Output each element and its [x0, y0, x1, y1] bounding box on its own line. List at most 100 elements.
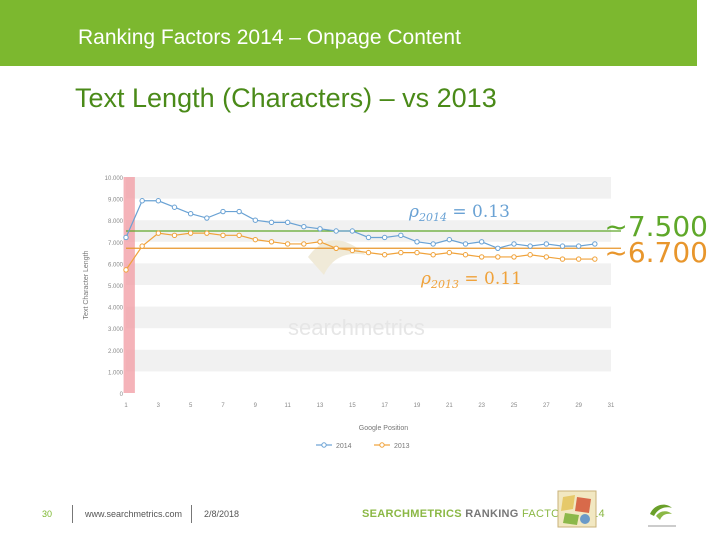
data-point-2013	[414, 249, 420, 256]
data-point-2014	[155, 198, 162, 204]
slide-subtitle: Text Length (Characters) – vs 2013	[75, 83, 497, 113]
data-point-2014	[495, 245, 501, 251]
grid-band	[126, 263, 611, 285]
footer-url: www.searchmetrics.com	[85, 509, 183, 519]
data-point-2013	[204, 230, 210, 236]
data-point-2013	[543, 254, 550, 260]
data-point-2014	[333, 228, 339, 234]
top-position-highlight	[123, 177, 135, 393]
x-tick-label: 31	[608, 403, 615, 409]
y-tick-label: 5.000	[108, 284, 124, 290]
data-point-2014	[478, 239, 485, 245]
text-length-chart: searchmetrics 0 1.000 2.000 3.000 4.000 5.000 6…	[83, 176, 621, 450]
data-point-2013	[301, 241, 307, 247]
x-tick-label: 13	[317, 403, 324, 409]
data-point-2014	[349, 228, 356, 234]
data-point-2014	[123, 234, 129, 241]
data-point-2013	[155, 230, 162, 236]
annotation-avg-2014: ~7.500	[604, 210, 708, 243]
data-point-2014	[511, 241, 517, 247]
data-point-2013	[123, 267, 129, 273]
x-tick-label: 1	[124, 403, 128, 409]
legend-marker	[321, 442, 327, 448]
data-point-2013	[381, 252, 388, 258]
x-tick-label: 5	[189, 403, 193, 409]
y-tick-label: 0	[120, 392, 124, 398]
data-point-2013	[139, 243, 145, 249]
watermark: searchmetrics	[288, 315, 425, 340]
data-point-2014	[220, 208, 226, 215]
x-tick-label: 17	[381, 403, 388, 409]
data-point-2013	[478, 254, 485, 260]
data-point-2013	[220, 232, 226, 239]
data-point-2014	[559, 243, 566, 249]
x-tick-label: 15	[349, 403, 356, 409]
data-point-2014	[575, 243, 582, 249]
data-point-2014	[527, 243, 533, 249]
data-point-2014	[592, 241, 598, 247]
data-point-2014	[284, 219, 291, 226]
data-point-2014	[462, 241, 469, 247]
data-point-2013	[317, 239, 323, 245]
brand-part: RANKING	[461, 508, 519, 520]
data-point-2014	[204, 215, 210, 221]
slide-title: Ranking Factors 2014 – Onpage Content	[78, 26, 461, 49]
data-point-2014	[139, 198, 145, 204]
y-tick-label: 8.000	[108, 219, 124, 225]
data-point-2013	[268, 239, 275, 245]
data-point-2014	[414, 239, 420, 245]
grid-band	[126, 177, 611, 199]
x-tick-label: 7	[221, 403, 225, 409]
title-bar-fold	[697, 0, 720, 28]
correlation-label: ρ2013 = 0.11	[420, 269, 522, 291]
y-axis-label: Text Character Length	[83, 250, 90, 319]
legend-label: 2013	[394, 443, 410, 450]
data-point-2013	[575, 256, 582, 262]
data-point-2013	[171, 232, 178, 239]
data-point-2014	[543, 241, 550, 247]
data-point-2014	[236, 208, 242, 215]
data-point-2014	[317, 226, 323, 232]
x-tick-label: 3	[157, 403, 161, 409]
data-point-2014	[430, 241, 436, 247]
data-point-2013	[284, 241, 291, 247]
data-point-2013	[187, 230, 194, 236]
grid-band	[126, 349, 611, 372]
x-axis-label: Google Position	[359, 425, 409, 432]
footer-date: 2/8/2018	[204, 509, 240, 519]
data-point-2014	[171, 204, 178, 210]
data-point-2013	[462, 252, 469, 258]
x-tick-label: 23	[478, 403, 485, 409]
y-tick-label: 4.000	[108, 306, 124, 312]
y-tick-label: 6.000	[108, 262, 124, 268]
data-point-2014	[301, 223, 307, 230]
data-point-2013	[398, 249, 404, 256]
brand-part: SEARCHMETRICS	[362, 508, 462, 520]
data-point-2014	[365, 234, 372, 241]
y-tick-label: 3.000	[108, 327, 124, 333]
y-tick-label: 2.000	[108, 349, 124, 355]
x-tick-label: 9	[254, 403, 258, 409]
searchmetrics-logo-icon	[648, 504, 676, 527]
x-tick-label: 27	[543, 403, 550, 409]
y-tick-label: 1.000	[108, 370, 124, 376]
series-line-2014	[125, 200, 595, 249]
data-point-2014	[268, 219, 275, 226]
legend-marker	[379, 442, 385, 448]
page-number: 30	[42, 509, 53, 519]
data-point-2014	[252, 217, 259, 223]
data-point-2013	[495, 254, 501, 260]
data-point-2013	[446, 249, 453, 256]
data-point-2014	[381, 234, 388, 241]
grid-band	[126, 306, 611, 329]
x-tick-label: 21	[446, 403, 453, 409]
data-point-2013	[592, 256, 598, 262]
y-tick-label: 9.000	[108, 198, 124, 204]
data-point-2013	[349, 247, 356, 254]
x-tick-label: 25	[511, 403, 518, 409]
data-point-2013	[430, 252, 436, 258]
footer-divider	[72, 505, 73, 523]
data-point-2014	[398, 232, 404, 239]
legend-label: 2014	[336, 443, 352, 450]
data-point-2014	[446, 236, 453, 243]
